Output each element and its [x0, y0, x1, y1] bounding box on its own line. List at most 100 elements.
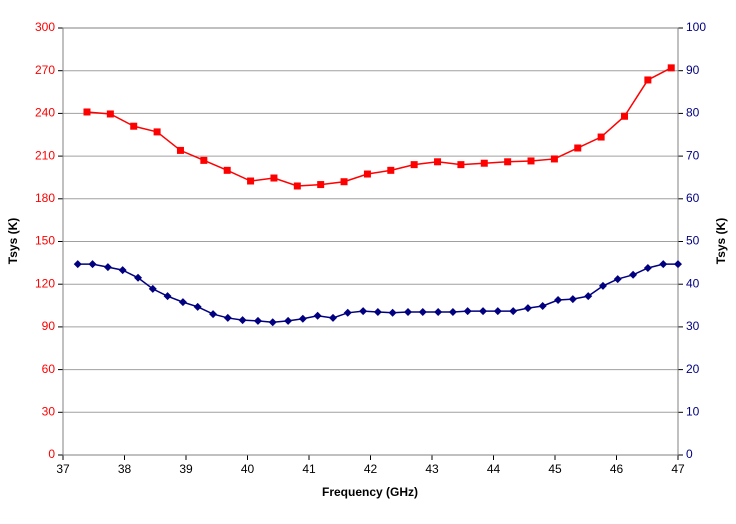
y2-tick-label: 10 [686, 404, 700, 418]
marker [343, 308, 352, 317]
marker [106, 110, 114, 118]
marker [148, 284, 157, 293]
y2-tick-label: 20 [686, 362, 700, 376]
y2-axis-title: Tsys (K) [714, 218, 728, 264]
y-tick-label: 150 [35, 234, 55, 248]
series-line [86, 67, 672, 187]
marker [434, 158, 442, 166]
y2-tick-label: 30 [686, 319, 700, 333]
y2-tick-label: 40 [686, 276, 700, 290]
marker [193, 302, 202, 311]
y2-tick-label: 90 [686, 63, 700, 77]
marker [404, 307, 413, 316]
marker [479, 307, 488, 316]
marker [457, 161, 465, 169]
y2-tick-label: 80 [686, 106, 700, 120]
y-tick-label: 210 [35, 148, 55, 162]
marker [313, 311, 322, 320]
y2-tick-label: 0 [686, 447, 693, 461]
marker [73, 260, 82, 269]
marker [340, 178, 348, 186]
marker [463, 307, 472, 316]
marker [574, 144, 582, 152]
y-tick-label: 120 [35, 276, 55, 290]
marker [88, 260, 97, 269]
marker [480, 159, 488, 167]
marker [359, 307, 368, 316]
x-tick-label: 42 [364, 462, 378, 476]
y2-tick-label: 60 [686, 191, 700, 205]
marker [504, 158, 512, 166]
marker [387, 166, 395, 174]
marker [554, 295, 563, 304]
x-tick-label: 44 [487, 462, 501, 476]
marker [410, 161, 418, 169]
plot-frame [62, 27, 679, 456]
marker [238, 316, 247, 325]
marker [223, 166, 231, 174]
marker [620, 112, 628, 120]
marker [178, 298, 187, 307]
marker [448, 307, 457, 316]
marker [629, 270, 638, 279]
marker [598, 281, 607, 290]
marker [388, 308, 397, 317]
y-tick-label: 90 [42, 319, 56, 333]
marker [293, 182, 301, 190]
marker [176, 146, 184, 154]
marker [493, 307, 502, 316]
x-tick-label: 39 [179, 462, 193, 476]
marker [270, 174, 278, 182]
x-tick-label: 45 [548, 462, 562, 476]
y2-tick-label: 100 [686, 20, 706, 34]
marker [317, 181, 325, 189]
marker [163, 292, 172, 301]
marker [373, 307, 382, 316]
marker [597, 133, 605, 141]
marker [153, 128, 161, 136]
marker [253, 316, 262, 325]
x-tick-label: 41 [302, 462, 316, 476]
marker [538, 301, 547, 310]
marker [363, 170, 371, 178]
y-tick-label: 0 [48, 447, 55, 461]
x-tick-label: 40 [241, 462, 255, 476]
marker [584, 292, 593, 301]
marker [509, 307, 518, 316]
y2-tick-label: 70 [686, 148, 700, 162]
x-tick-label: 47 [671, 462, 685, 476]
marker [328, 313, 337, 322]
marker [103, 263, 112, 272]
marker [134, 273, 143, 282]
marker [223, 313, 232, 322]
x-tick-label: 43 [425, 462, 439, 476]
y-tick-label: 270 [35, 63, 55, 77]
marker [434, 307, 443, 316]
marker [613, 275, 622, 284]
y-tick-label: 300 [35, 20, 55, 34]
marker [418, 307, 427, 316]
y2-tick-label: 50 [686, 234, 700, 248]
marker [674, 260, 682, 269]
x-tick-label: 38 [118, 462, 132, 476]
marker [284, 316, 293, 325]
marker [644, 76, 652, 84]
y-tick-label: 240 [35, 106, 55, 120]
x-tick-label: 37 [56, 462, 70, 476]
marker [130, 122, 138, 130]
marker [83, 108, 91, 116]
marker [200, 156, 208, 164]
marker [568, 295, 577, 304]
marker [118, 266, 127, 275]
marker [247, 177, 255, 185]
marker [659, 260, 668, 269]
marker [298, 314, 307, 323]
y-axis-title: Tsys (K) [6, 218, 20, 264]
marker [527, 157, 535, 165]
y-tick-label: 30 [42, 404, 56, 418]
marker [667, 64, 675, 72]
marker [550, 155, 558, 163]
y-tick-label: 180 [35, 191, 55, 205]
x-tick-label: 46 [610, 462, 624, 476]
marker [643, 263, 652, 272]
